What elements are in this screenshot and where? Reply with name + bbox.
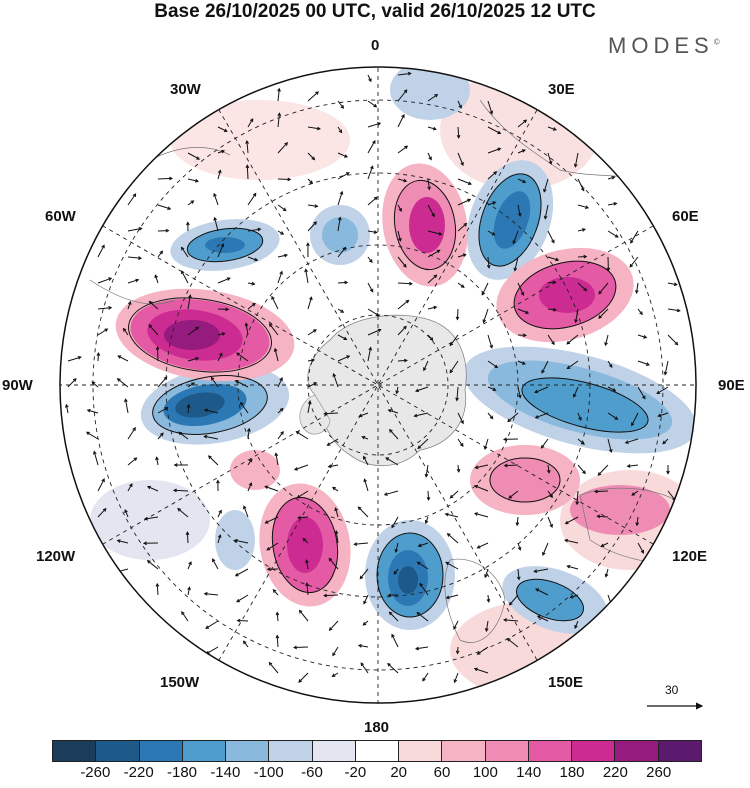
map-disk [50, 60, 710, 720]
colorbar-segment [356, 741, 399, 761]
colorbar-segment [226, 741, 269, 761]
colorbar-segment [572, 741, 615, 761]
lon-label-30e: 30E [548, 81, 575, 98]
colorbar-segment [183, 741, 226, 761]
lon-label-60e: 60E [672, 208, 699, 225]
wind-vector [158, 347, 159, 361]
lon-label-90w: 90W [2, 377, 33, 394]
wind-vector [595, 491, 608, 492]
colorbar-segment [529, 741, 572, 761]
lon-label-120e: 120E [672, 548, 707, 565]
colorbar-tick-label: 260 [634, 764, 684, 781]
colorbar-segment [442, 741, 485, 761]
wind-vector [278, 179, 290, 180]
lon-label-120w: 120W [36, 548, 75, 565]
colorbar-segment [269, 741, 312, 761]
colorbar-segment [53, 741, 96, 761]
colorbar [52, 740, 702, 762]
lon-label-30w: 30W [170, 81, 201, 98]
reference-vector-value: 30 [665, 683, 678, 697]
lon-label-180: 180 [364, 719, 389, 736]
lon-label-0: 0 [371, 37, 379, 54]
wind-vector [247, 165, 248, 179]
colorbar-segment [615, 741, 658, 761]
lon-label-150w: 150W [160, 674, 199, 691]
wind-vector [505, 465, 518, 466]
colorbar-segment [96, 741, 139, 761]
lon-label-60w: 60W [45, 208, 76, 225]
wind-vector [294, 647, 308, 648]
colorbar-segment [140, 741, 183, 761]
wind-vector [174, 490, 188, 491]
wind-vector [158, 178, 172, 179]
colorbar-segment [399, 741, 442, 761]
lon-label-150e: 150E [548, 674, 583, 691]
wind-vector [324, 595, 338, 596]
lon-label-90e: 90E [718, 377, 745, 394]
colorbar-segment [659, 741, 701, 761]
colorbar-segment [486, 741, 529, 761]
wind-vector-head [115, 570, 118, 573]
colorbar-segment [313, 741, 356, 761]
